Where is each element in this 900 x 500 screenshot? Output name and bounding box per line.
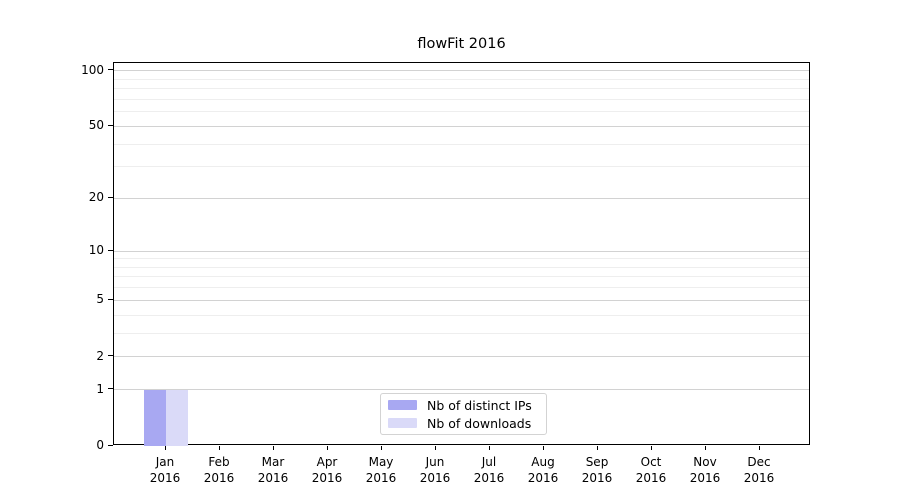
y-tick-label-50: 50 xyxy=(88,118,104,133)
x-tick-year-aug: 2016 xyxy=(527,471,559,485)
x-tick-mar xyxy=(272,446,274,450)
x-tick-year-feb: 2016 xyxy=(203,471,235,485)
gridline-minor-80 xyxy=(114,88,809,90)
y-tick-1 xyxy=(108,388,113,390)
y-tick-label-20: 20 xyxy=(88,190,104,205)
x-tick-label-apr: Apr 2016 xyxy=(299,454,355,486)
gridline-minor-6 xyxy=(114,287,809,289)
bar-nb-of-downloads-jan xyxy=(166,389,188,446)
gridline-major-100 xyxy=(114,70,809,72)
gridline-minor-40 xyxy=(114,143,809,145)
x-tick-dec xyxy=(758,446,760,450)
y-tick-5 xyxy=(108,298,113,301)
gridline-major-2 xyxy=(114,356,809,358)
gridline-minor-3 xyxy=(114,332,809,334)
x-tick-year-mar: 2016 xyxy=(257,471,289,485)
legend-item-downloads: Nb of downloads xyxy=(388,416,546,431)
gridline-minor-30 xyxy=(114,166,809,168)
x-tick-label-feb: Feb 2016 xyxy=(191,454,247,486)
legend-label-downloads: Nb of downloads xyxy=(427,415,532,431)
x-tick-label-mar: Mar 2016 xyxy=(245,454,301,486)
legend-swatch-downloads xyxy=(388,418,417,428)
x-tick-year-oct: 2016 xyxy=(635,471,667,485)
x-tick-year-sep: 2016 xyxy=(581,471,613,485)
x-tick-feb xyxy=(218,446,220,450)
y-tick-20 xyxy=(108,196,113,199)
x-tick-label-dec: Dec 2016 xyxy=(731,454,787,486)
x-tick-year-jul: 2016 xyxy=(473,471,505,485)
y-tick-100 xyxy=(108,69,113,71)
x-tick-may xyxy=(380,446,382,450)
gridline-minor-60 xyxy=(114,111,809,113)
x-tick-label-jan: Jan 2016 xyxy=(137,454,193,486)
x-tick-jun xyxy=(434,446,436,450)
x-tick-nov xyxy=(704,446,706,450)
y-tick-label-0: 0 xyxy=(96,438,104,452)
x-tick-year-nov: 2016 xyxy=(689,471,721,485)
gridline-minor-9 xyxy=(114,258,809,260)
gridline-major-5 xyxy=(114,299,809,301)
y-tick-50 xyxy=(108,124,113,127)
y-tick-label-2: 2 xyxy=(96,348,104,363)
x-tick-label-jun: Jun 2016 xyxy=(407,454,463,486)
x-tick-oct xyxy=(650,446,652,450)
gridline-major-20 xyxy=(114,197,809,199)
y-tick-label-100: 100 xyxy=(81,62,104,77)
gridline-minor-90 xyxy=(114,78,809,80)
x-tick-year-apr: 2016 xyxy=(311,471,343,485)
legend-item-distinct-ips: Nb of distinct IPs xyxy=(388,398,546,413)
x-tick-label-nov: Nov 2016 xyxy=(677,454,733,486)
x-tick-label-jul: Jul 2016 xyxy=(461,454,517,486)
y-tick-label-5: 5 xyxy=(96,292,104,307)
legend-label-distinct-ips: Nb of distinct IPs xyxy=(427,397,532,413)
legend: Nb of distinct IPs Nb of downloads xyxy=(380,393,547,435)
x-tick-apr xyxy=(326,446,328,450)
gridline-minor-4 xyxy=(114,314,809,316)
x-tick-jul xyxy=(488,446,490,450)
x-tick-year-jun: 2016 xyxy=(419,471,451,485)
bar-nb-of-distinct-ips-jan xyxy=(144,389,166,446)
x-tick-label-oct: Oct 2016 xyxy=(623,454,679,486)
x-tick-sep xyxy=(596,446,598,450)
y-tick-0 xyxy=(108,444,113,446)
x-tick-year-jan: 2016 xyxy=(149,471,181,485)
y-tick-label-10: 10 xyxy=(88,243,104,258)
x-tick-aug xyxy=(542,446,544,450)
gridline-major-10 xyxy=(114,250,809,252)
x-tick-label-may: May 2016 xyxy=(353,454,409,486)
x-tick-jan xyxy=(164,446,166,450)
y-tick-label-1: 1 xyxy=(96,381,104,396)
chart-title: flowFit 2016 xyxy=(417,36,506,52)
x-tick-label-sep: Sep 2016 xyxy=(569,454,625,486)
gridline-major-1 xyxy=(114,389,809,391)
y-tick-2 xyxy=(108,355,113,357)
plot-area: Nb of distinct IPs Nb of downloads xyxy=(113,62,810,446)
x-tick-year-may: 2016 xyxy=(365,471,397,485)
legend-swatch-distinct-ips xyxy=(388,400,417,410)
gridline-minor-70 xyxy=(114,98,809,100)
gridline-major-50 xyxy=(114,125,809,127)
gridline-minor-8 xyxy=(114,266,809,268)
y-tick-10 xyxy=(108,249,113,251)
x-tick-label-aug: Aug 2016 xyxy=(515,454,571,486)
x-tick-year-dec: 2016 xyxy=(743,471,775,485)
gridline-minor-7 xyxy=(114,276,809,278)
